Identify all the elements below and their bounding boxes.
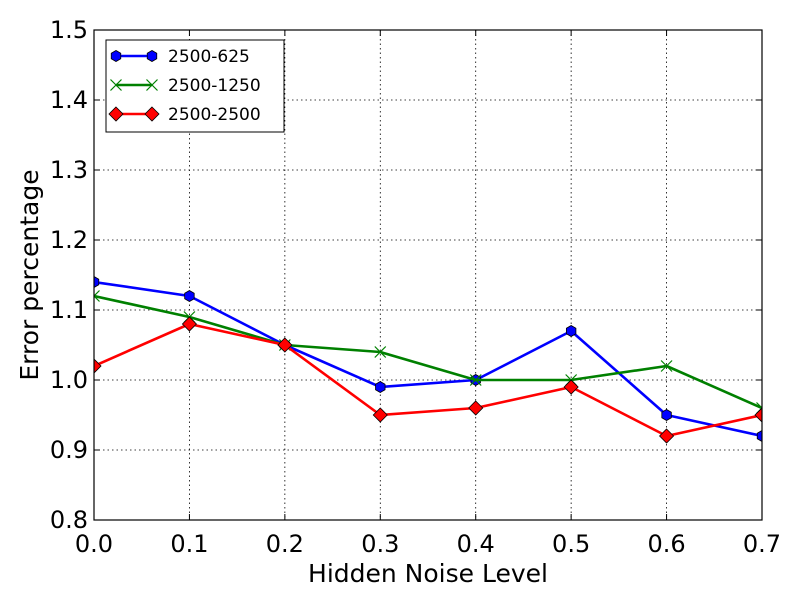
data-point	[372, 407, 388, 423]
legend-marker	[144, 106, 160, 122]
data-point	[94, 358, 102, 374]
y-tick-label: 1.2	[50, 226, 88, 254]
data-point	[565, 325, 577, 337]
x-tick-label: 0.1	[170, 530, 208, 558]
y-tick-label: 1.5	[50, 16, 88, 44]
x-tick-label: 0.6	[647, 530, 685, 558]
data-point	[754, 407, 762, 423]
ticks: 0.0 0.1 0.2 0.3 0.4 0.5 0.6 0.7 0.8 0.9 1.0 1.1 1.2 1…	[50, 16, 781, 558]
legend-label: 2500-2500	[168, 105, 261, 125]
legend-marker	[146, 79, 158, 91]
data-point	[563, 379, 579, 395]
data-point	[375, 381, 386, 393]
y-tick-label: 1.0	[50, 366, 88, 394]
series-2500-625	[94, 276, 762, 442]
data-point	[181, 316, 197, 332]
series-clip	[94, 276, 762, 444]
x-tick-label: 0.2	[266, 530, 304, 558]
series-2500-2500	[94, 316, 762, 444]
legend-label: 2500-625	[168, 47, 250, 67]
data-point	[277, 337, 293, 353]
legend-marker	[108, 106, 124, 122]
series-line	[94, 322, 762, 438]
x-axis-label: Hidden Noise Level	[308, 559, 548, 588]
legend-label: 2500-1250	[168, 76, 261, 96]
data-point	[468, 400, 484, 416]
y-tick-label: 1.4	[50, 86, 88, 114]
y-tick-label: 0.8	[50, 506, 88, 534]
data-point	[469, 374, 482, 386]
plot-frame	[93, 29, 763, 521]
y-axis-label: Error percentage	[15, 169, 44, 380]
y-tick-label: 1.3	[50, 156, 88, 184]
data-point	[659, 428, 675, 444]
legend-marker	[110, 79, 122, 91]
data-point	[374, 346, 387, 358]
legend-entry: 2500-2500	[108, 105, 261, 125]
legend-marker	[110, 50, 122, 62]
x-tick-label: 0.4	[457, 530, 495, 558]
data-point	[660, 360, 673, 372]
legend-entry: 2500-625	[110, 47, 250, 67]
x-tick-label: 0.7	[743, 530, 781, 558]
legend: 2500-625 2500-1250 2500-2500	[105, 39, 285, 133]
data-point	[184, 290, 195, 302]
x-tick-label: 0.0	[75, 530, 113, 558]
x-tick-label: 0.5	[552, 530, 590, 558]
data-point	[661, 409, 672, 421]
y-tick-label: 0.9	[50, 436, 88, 464]
series-layer	[94, 276, 762, 444]
series-line	[94, 294, 762, 410]
series-2500-1250	[94, 290, 762, 414]
data-point	[94, 276, 100, 288]
data-point	[756, 430, 762, 442]
series-line	[94, 280, 762, 438]
legend-entry: 2500-1250	[110, 76, 261, 96]
data-point	[94, 290, 100, 302]
legend-marker	[146, 50, 158, 62]
grid	[94, 30, 762, 520]
y-tick-label: 1.1	[50, 296, 88, 324]
x-tick-label: 0.3	[361, 530, 399, 558]
